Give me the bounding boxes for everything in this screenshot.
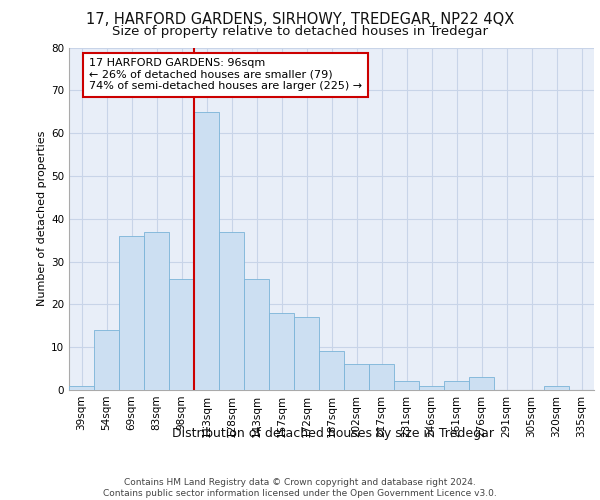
Bar xyxy=(544,386,569,390)
Bar xyxy=(369,364,394,390)
Text: 17 HARFORD GARDENS: 96sqm
← 26% of detached houses are smaller (79)
74% of semi-: 17 HARFORD GARDENS: 96sqm ← 26% of detac… xyxy=(89,58,362,92)
Bar xyxy=(344,364,369,390)
Bar xyxy=(244,278,269,390)
Bar xyxy=(469,377,494,390)
Bar xyxy=(294,317,319,390)
Bar xyxy=(319,352,344,390)
Bar xyxy=(144,232,169,390)
Text: Contains HM Land Registry data © Crown copyright and database right 2024.
Contai: Contains HM Land Registry data © Crown c… xyxy=(103,478,497,498)
Bar xyxy=(219,232,244,390)
Text: 17, HARFORD GARDENS, SIRHOWY, TREDEGAR, NP22 4QX: 17, HARFORD GARDENS, SIRHOWY, TREDEGAR, … xyxy=(86,12,514,28)
Bar xyxy=(69,386,94,390)
Y-axis label: Number of detached properties: Number of detached properties xyxy=(37,131,47,306)
Bar xyxy=(194,112,219,390)
Bar xyxy=(169,278,194,390)
Bar xyxy=(94,330,119,390)
Text: Distribution of detached houses by size in Tredegar: Distribution of detached houses by size … xyxy=(172,428,494,440)
Text: Size of property relative to detached houses in Tredegar: Size of property relative to detached ho… xyxy=(112,25,488,38)
Bar xyxy=(119,236,144,390)
Bar xyxy=(419,386,444,390)
Bar xyxy=(444,382,469,390)
Bar xyxy=(269,313,294,390)
Bar xyxy=(394,382,419,390)
